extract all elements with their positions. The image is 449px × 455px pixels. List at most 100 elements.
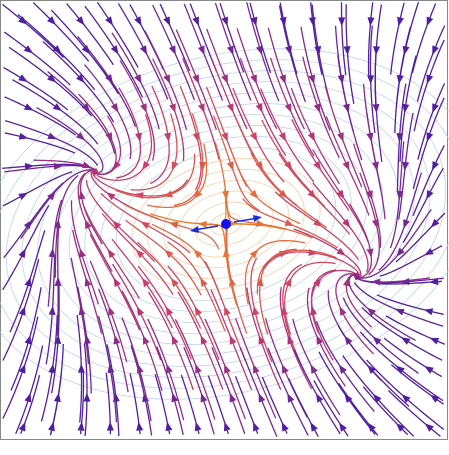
streamline <box>417 83 446 160</box>
arrowhead <box>426 16 434 27</box>
arrowhead <box>77 421 85 431</box>
arrowhead <box>112 220 122 230</box>
contour <box>0 59 449 389</box>
arrowhead <box>250 74 257 84</box>
arrowhead <box>371 219 379 229</box>
arrowhead <box>165 421 173 432</box>
arrowhead <box>47 191 56 201</box>
streamline <box>390 2 405 75</box>
arrowhead <box>366 307 376 317</box>
streamline <box>267 347 309 436</box>
arrowhead <box>367 364 376 374</box>
contour <box>147 168 305 280</box>
arrowhead <box>18 306 26 316</box>
arrowhead <box>229 335 237 345</box>
arrowhead <box>52 103 63 112</box>
arrowhead <box>53 392 61 403</box>
arrowhead <box>192 132 200 143</box>
arrowhead <box>136 306 145 316</box>
streamline <box>2 163 83 169</box>
arrowhead <box>142 335 150 345</box>
arrowhead <box>279 16 287 27</box>
arrowhead <box>366 132 374 143</box>
streamline <box>416 25 446 102</box>
arrowhead <box>140 103 147 113</box>
arrowhead <box>23 219 33 230</box>
arrowhead <box>253 421 260 432</box>
arrowhead <box>18 74 28 82</box>
arrowhead <box>76 74 85 84</box>
arrowhead <box>280 305 288 316</box>
arrowhead <box>278 132 287 142</box>
arrowhead <box>106 421 114 431</box>
arrowhead <box>367 422 376 432</box>
arrowhead <box>313 160 322 171</box>
arrowhead <box>367 75 375 85</box>
arrowhead <box>105 16 114 26</box>
streamline <box>279 2 298 74</box>
arrowhead <box>279 74 286 85</box>
arrowhead <box>142 160 150 171</box>
arrowhead <box>18 132 29 140</box>
arrowhead <box>338 364 347 374</box>
arrowhead <box>222 247 230 258</box>
arrowhead <box>24 277 32 287</box>
arrowhead <box>79 248 86 258</box>
arrowhead <box>373 46 381 56</box>
arrowhead <box>48 363 56 374</box>
arrowhead <box>249 249 259 259</box>
arrowhead <box>165 306 174 316</box>
streamline <box>83 343 88 437</box>
arrowhead <box>367 17 375 27</box>
arrowhead <box>136 363 144 374</box>
arrowhead <box>342 277 350 287</box>
arrowhead <box>197 103 205 113</box>
arrowhead <box>395 365 405 374</box>
streamline <box>239 347 278 437</box>
arrowhead <box>284 219 295 226</box>
arrowhead <box>430 218 440 228</box>
arrowhead <box>401 394 411 403</box>
streamline <box>15 345 44 434</box>
arrowhead <box>200 277 208 288</box>
arrowhead <box>18 248 26 259</box>
arrowhead <box>166 363 173 374</box>
arrowhead <box>430 394 440 403</box>
contour <box>115 146 337 302</box>
contour <box>68 114 384 334</box>
arrowhead <box>394 308 405 316</box>
arrowhead <box>47 74 57 83</box>
arrowhead <box>193 249 203 259</box>
arrowhead <box>134 16 142 26</box>
streamline <box>3 31 71 86</box>
arrowhead <box>141 277 150 288</box>
streamline <box>96 1 139 68</box>
arrowhead <box>78 305 86 316</box>
arrowhead <box>24 334 32 345</box>
contour <box>178 190 274 258</box>
arrowhead <box>372 336 382 346</box>
arrowhead <box>134 74 142 84</box>
arrowhead <box>429 278 439 286</box>
arrowhead <box>255 45 263 56</box>
streamline <box>183 346 215 435</box>
arrowhead <box>366 190 373 200</box>
streamline <box>130 345 153 436</box>
streamline <box>412 145 445 216</box>
arrowhead <box>168 221 179 229</box>
streamline <box>66 3 114 66</box>
arrowhead <box>255 160 264 171</box>
arrowhead <box>284 160 293 171</box>
arrowhead <box>337 74 345 85</box>
arrowhead <box>226 45 234 56</box>
arrowhead <box>250 16 258 27</box>
arrowhead <box>226 103 234 113</box>
arrowhead <box>110 45 119 55</box>
arrowhead <box>163 190 173 198</box>
arrowhead <box>193 189 203 199</box>
arrowhead <box>287 393 295 403</box>
arrowhead <box>432 45 439 56</box>
streamlines <box>2 1 446 437</box>
streamline <box>4 96 77 136</box>
arrowhead <box>424 366 434 374</box>
